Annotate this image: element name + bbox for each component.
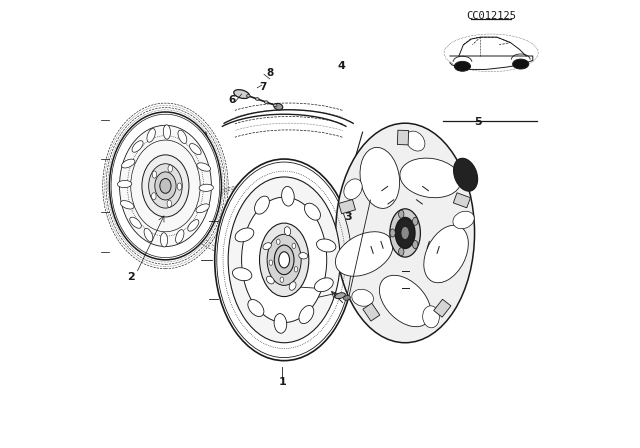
Ellipse shape [267, 234, 301, 285]
Ellipse shape [335, 232, 393, 276]
Ellipse shape [168, 165, 172, 172]
Ellipse shape [390, 229, 396, 237]
Bar [434, 299, 451, 317]
Text: CC012125: CC012125 [466, 11, 516, 21]
Text: 4: 4 [338, 61, 346, 71]
Ellipse shape [234, 90, 250, 99]
Text: 3: 3 [345, 211, 352, 221]
Ellipse shape [167, 200, 172, 207]
Ellipse shape [248, 300, 264, 316]
Ellipse shape [189, 143, 201, 155]
Ellipse shape [396, 218, 415, 248]
Text: 5: 5 [475, 117, 482, 127]
Ellipse shape [299, 253, 308, 259]
Ellipse shape [242, 197, 327, 323]
Ellipse shape [177, 183, 182, 190]
Ellipse shape [352, 289, 374, 306]
Ellipse shape [399, 248, 404, 256]
Ellipse shape [175, 230, 184, 243]
Ellipse shape [289, 282, 296, 290]
Ellipse shape [232, 268, 252, 281]
Ellipse shape [336, 123, 475, 343]
Ellipse shape [144, 228, 153, 242]
Ellipse shape [130, 217, 141, 228]
Ellipse shape [109, 112, 221, 260]
Ellipse shape [305, 203, 321, 220]
Ellipse shape [279, 252, 289, 268]
Ellipse shape [513, 59, 529, 69]
Ellipse shape [344, 296, 350, 300]
Ellipse shape [155, 172, 176, 200]
Ellipse shape [260, 223, 309, 297]
Ellipse shape [282, 186, 294, 206]
Ellipse shape [335, 293, 346, 299]
Ellipse shape [122, 159, 135, 168]
Ellipse shape [413, 241, 418, 249]
Ellipse shape [152, 171, 157, 178]
Ellipse shape [390, 209, 420, 257]
Ellipse shape [228, 177, 340, 343]
Ellipse shape [147, 129, 156, 142]
Ellipse shape [453, 211, 474, 229]
Ellipse shape [266, 276, 274, 284]
Ellipse shape [400, 158, 461, 198]
Ellipse shape [269, 260, 273, 265]
Ellipse shape [275, 245, 294, 275]
Ellipse shape [344, 179, 362, 199]
Bar [363, 303, 380, 321]
Ellipse shape [161, 233, 168, 247]
Ellipse shape [120, 125, 211, 246]
Ellipse shape [142, 155, 189, 217]
Ellipse shape [152, 193, 156, 200]
Ellipse shape [246, 95, 250, 97]
Ellipse shape [273, 104, 277, 107]
Ellipse shape [316, 239, 336, 252]
Bar [453, 193, 470, 208]
Ellipse shape [255, 98, 259, 100]
Ellipse shape [424, 225, 468, 283]
Ellipse shape [235, 228, 254, 242]
Ellipse shape [454, 158, 477, 191]
Text: 2: 2 [127, 272, 135, 282]
Text: 8: 8 [266, 68, 273, 78]
Ellipse shape [406, 131, 425, 151]
Ellipse shape [255, 196, 269, 214]
Ellipse shape [274, 314, 287, 333]
Ellipse shape [422, 306, 439, 328]
Ellipse shape [263, 243, 271, 250]
Ellipse shape [215, 159, 354, 361]
Ellipse shape [280, 277, 284, 282]
Ellipse shape [401, 226, 410, 240]
Ellipse shape [199, 184, 214, 191]
Ellipse shape [117, 181, 132, 188]
Ellipse shape [132, 141, 143, 152]
Ellipse shape [276, 239, 280, 245]
Bar [397, 130, 408, 145]
Ellipse shape [196, 204, 209, 213]
Ellipse shape [360, 147, 399, 208]
Ellipse shape [399, 210, 404, 218]
Ellipse shape [413, 217, 418, 225]
Ellipse shape [197, 163, 211, 171]
Ellipse shape [284, 227, 291, 236]
Ellipse shape [380, 275, 431, 327]
Ellipse shape [120, 201, 134, 209]
Text: 1: 1 [279, 377, 287, 387]
Text: 6: 6 [228, 95, 236, 105]
Ellipse shape [178, 130, 187, 143]
Ellipse shape [188, 220, 199, 231]
Ellipse shape [160, 179, 171, 194]
Ellipse shape [299, 306, 314, 323]
Ellipse shape [163, 125, 170, 139]
Ellipse shape [148, 164, 182, 208]
Ellipse shape [454, 61, 470, 71]
Ellipse shape [274, 103, 283, 110]
Bar [339, 199, 355, 214]
Ellipse shape [314, 278, 333, 292]
Ellipse shape [264, 101, 268, 103]
Text: 7: 7 [260, 82, 267, 91]
Ellipse shape [294, 267, 298, 272]
Ellipse shape [292, 243, 296, 249]
